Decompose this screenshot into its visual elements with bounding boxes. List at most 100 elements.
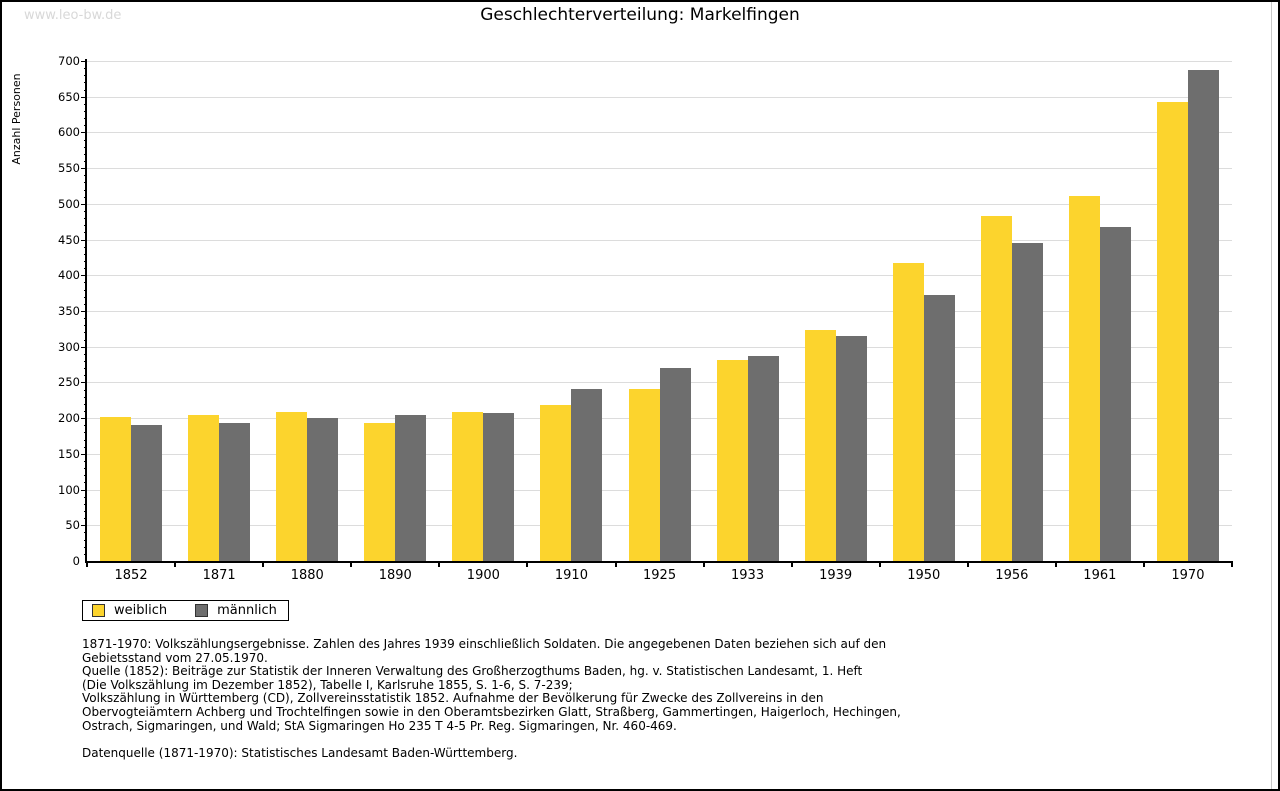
bar-männlich-1933 bbox=[747, 356, 779, 561]
legend-label-weiblich: weiblich bbox=[114, 603, 168, 618]
bar-männlich-1939 bbox=[835, 336, 867, 561]
y-major-tick-150 bbox=[81, 453, 87, 455]
y-tick-label-50: 50 bbox=[65, 518, 80, 533]
bar-weiblich-1900 bbox=[452, 411, 484, 561]
x-boundary-tick-3 bbox=[350, 561, 353, 567]
y-tick-label-150: 150 bbox=[58, 446, 80, 461]
legend-item-weiblich: weiblich bbox=[92, 603, 167, 618]
x-tick-label-1871: 1871 bbox=[202, 568, 236, 583]
footnote-line: Ostrach, Sigmaringen, und Wald; StA Sigm… bbox=[82, 718, 677, 733]
x-boundary-tick-4 bbox=[438, 561, 441, 567]
gridline-600 bbox=[87, 132, 1232, 134]
y-tick-label-450: 450 bbox=[58, 232, 80, 247]
y-major-tick-350 bbox=[81, 311, 87, 312]
x-tick-label-1939: 1939 bbox=[819, 568, 853, 583]
footnote-datasource: Datenquelle (1871-1970): Statistisches L… bbox=[82, 746, 518, 761]
x-tick-label-1961: 1961 bbox=[1083, 568, 1117, 583]
x-boundary-tick-13 bbox=[1231, 561, 1233, 567]
y-tick-label-700: 700 bbox=[58, 54, 80, 68]
legend-item-maennlich: männlich bbox=[195, 603, 277, 618]
x-boundary-tick-5 bbox=[526, 561, 529, 567]
x-tick-label-1852: 1852 bbox=[114, 568, 148, 583]
bar-männlich-1961 bbox=[1099, 227, 1131, 561]
window-edge-line bbox=[1271, 2, 1272, 789]
y-tick-label-200: 200 bbox=[58, 411, 80, 426]
footnote-line: Gebietsstand vom 27.05.1970. bbox=[82, 650, 268, 665]
y-tick-label-100: 100 bbox=[58, 482, 80, 497]
legend-label-maennlich: männlich bbox=[217, 603, 277, 618]
x-boundary-tick-7 bbox=[702, 561, 705, 567]
y-tick-label-500: 500 bbox=[58, 196, 80, 211]
x-boundary-tick-1 bbox=[174, 561, 177, 567]
footnote-line: (Die Volkszählung im Dezember 1852), Tab… bbox=[82, 677, 573, 692]
bar-weiblich-1910 bbox=[540, 405, 572, 561]
gridline-650 bbox=[87, 96, 1232, 98]
bar-männlich-1970 bbox=[1188, 70, 1219, 561]
bar-weiblich-1970 bbox=[1157, 101, 1188, 561]
bar-männlich-1890 bbox=[395, 414, 427, 561]
gridline-400 bbox=[87, 275, 1232, 277]
bar-männlich-1910 bbox=[571, 388, 603, 561]
bar-weiblich-1871 bbox=[188, 414, 220, 561]
y-major-tick-100 bbox=[81, 489, 87, 491]
x-boundary-tick-0 bbox=[86, 561, 88, 567]
y-tick-label-650: 650 bbox=[58, 89, 80, 104]
bar-männlich-1880 bbox=[307, 418, 339, 561]
bar-weiblich-1933 bbox=[716, 360, 748, 561]
bar-männlich-1956 bbox=[1011, 243, 1043, 561]
y-major-tick-250 bbox=[81, 382, 87, 384]
bar-weiblich-1890 bbox=[364, 423, 396, 561]
y-tick-label-600: 600 bbox=[58, 125, 80, 140]
gridline-550 bbox=[87, 168, 1232, 170]
x-axis-line bbox=[85, 561, 1232, 563]
bar-weiblich-1939 bbox=[804, 330, 836, 561]
y-tick-label-350: 350 bbox=[58, 304, 80, 318]
x-boundary-tick-12 bbox=[1142, 561, 1145, 567]
x-boundary-tick-8 bbox=[790, 561, 793, 567]
x-tick-label-1880: 1880 bbox=[290, 568, 324, 583]
y-major-tick-200 bbox=[81, 418, 87, 420]
bar-weiblich-1925 bbox=[628, 388, 660, 561]
gridline-500 bbox=[87, 203, 1232, 205]
footnote-line: Obervogteiämtern Achberg und Trochtelfin… bbox=[82, 704, 901, 719]
x-boundary-tick-2 bbox=[262, 561, 265, 567]
bar-männlich-1950 bbox=[923, 294, 955, 561]
legend: weiblich männlich bbox=[82, 600, 289, 621]
y-major-tick-450 bbox=[81, 239, 87, 241]
bar-männlich-1900 bbox=[483, 413, 515, 561]
bar-männlich-1925 bbox=[659, 368, 691, 561]
footnote-line: Volkszählung in Württemberg (CD), Zollve… bbox=[82, 691, 824, 706]
footnote-line: 1871-1970: Volkszählungsergebnisse. Zahl… bbox=[82, 637, 887, 651]
legend-swatch-maennlich bbox=[195, 604, 209, 617]
y-tick-label-400: 400 bbox=[58, 268, 80, 283]
y-major-tick-300 bbox=[81, 346, 87, 348]
x-tick-label-1925: 1925 bbox=[643, 568, 677, 583]
gridline-350 bbox=[87, 311, 1232, 312]
bar-männlich-1871 bbox=[219, 423, 251, 561]
x-tick-label-1933: 1933 bbox=[731, 568, 765, 583]
y-axis-title: Anzahl Personen bbox=[10, 73, 23, 165]
y-tick-label-300: 300 bbox=[58, 339, 80, 354]
footnote-line: Quelle (1852): Beiträge zur Statistik de… bbox=[82, 664, 863, 679]
y-major-tick-700 bbox=[81, 61, 87, 62]
bar-weiblich-1852 bbox=[100, 416, 131, 561]
bar-weiblich-1956 bbox=[980, 216, 1012, 561]
x-tick-label-1900: 1900 bbox=[466, 568, 500, 583]
y-major-tick-600 bbox=[81, 132, 87, 134]
y-major-tick-50 bbox=[81, 525, 87, 527]
x-boundary-tick-6 bbox=[614, 561, 617, 567]
y-major-tick-500 bbox=[81, 203, 87, 205]
y-tick-label-0: 0 bbox=[72, 554, 80, 568]
y-major-tick-550 bbox=[81, 168, 87, 170]
y-major-tick-400 bbox=[81, 275, 87, 277]
gridline-300 bbox=[87, 346, 1232, 348]
footnotes: 1871-1970: Volkszählungsergebnisse. Zahl… bbox=[82, 637, 901, 761]
y-tick-label-550: 550 bbox=[58, 161, 80, 176]
x-tick-label-1956: 1956 bbox=[995, 568, 1029, 583]
bar-männlich-1852 bbox=[131, 425, 162, 561]
bar-weiblich-1950 bbox=[892, 263, 924, 561]
x-tick-label-1950: 1950 bbox=[907, 568, 941, 583]
x-tick-label-1890: 1890 bbox=[378, 568, 412, 583]
watermark: www.leo-bw.de bbox=[24, 8, 122, 23]
